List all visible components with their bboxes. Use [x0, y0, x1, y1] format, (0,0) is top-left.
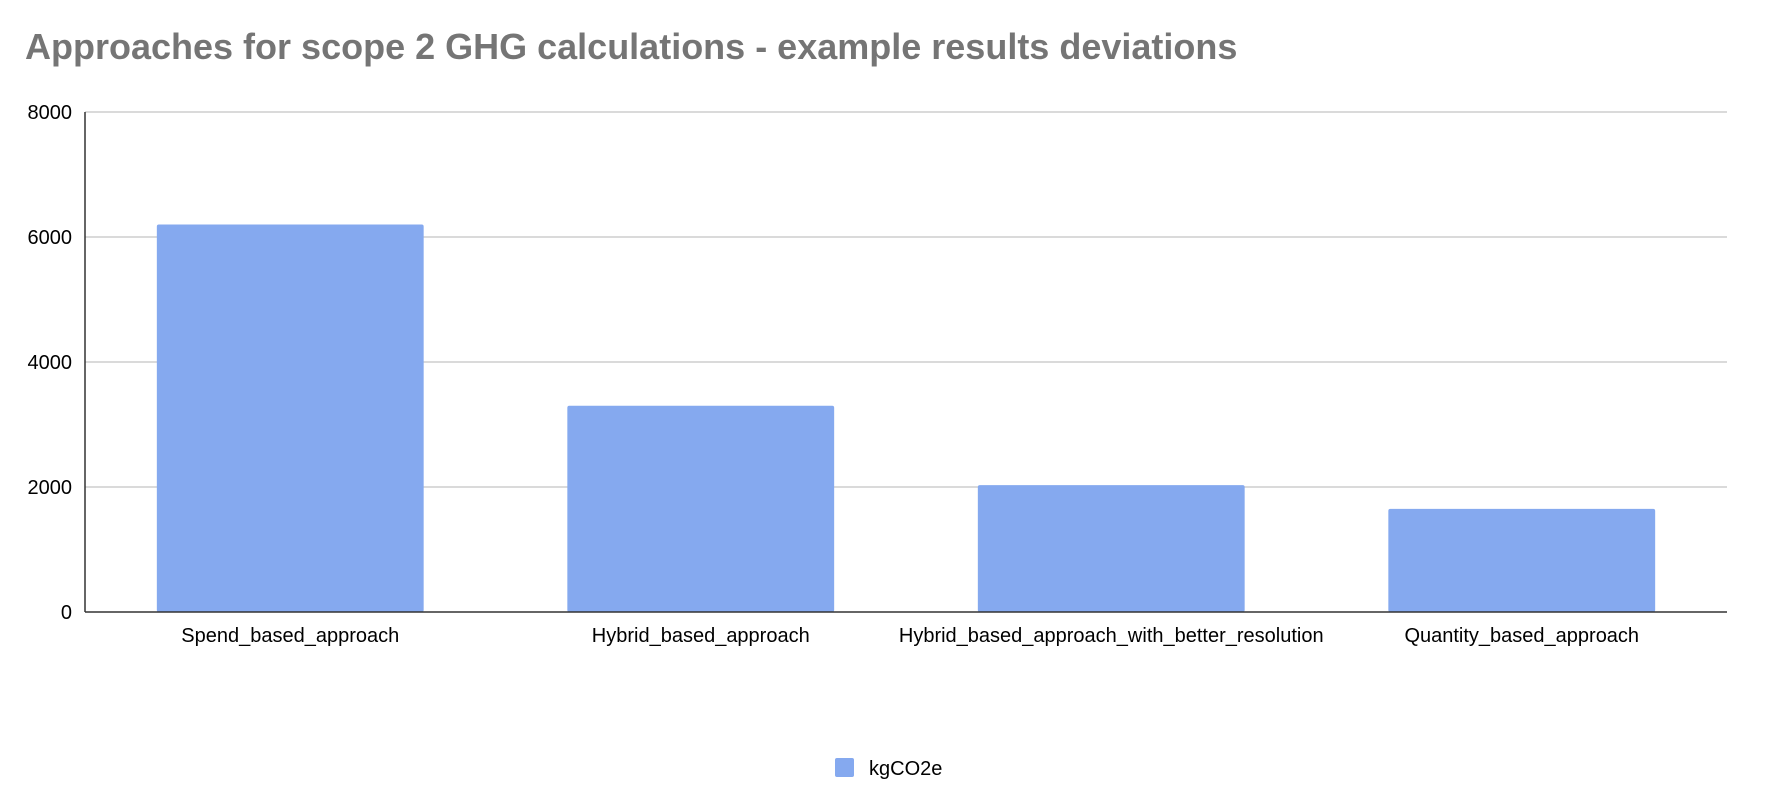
x-tick-label-Hybrid_based_approach_with_better_resolution: Hybrid_based_approach_with_better_resolu…: [899, 625, 1324, 647]
bars: [156, 224, 1656, 612]
chart-title: Approaches for scope 2 GHG calculations …: [25, 26, 1238, 67]
axes: [84, 112, 1727, 613]
bar-Spend_based_approach: [156, 224, 424, 612]
legend-label: kgCO2e: [869, 758, 942, 780]
x-tick-label-Hybrid_based_approach: Hybrid_based_approach: [592, 625, 810, 647]
legend-swatch: [835, 758, 854, 777]
x-tick-labels: Spend_based_approach Hybrid_based_approac…: [181, 625, 1639, 647]
y-tick-label-2000: 2000: [28, 477, 73, 499]
x-tick-label-Spend_based_approach: Spend_based_approach: [181, 625, 399, 647]
bar-Hybrid_based_approach: [567, 405, 835, 612]
y-tick-label-6000: 6000: [28, 227, 73, 249]
legend: kgCO2e: [835, 758, 942, 780]
y-tick-label-8000: 8000: [28, 102, 73, 124]
y-tick-labels: 0 2000 4000 6000 8000: [28, 102, 73, 624]
y-tick-label-0: 0: [61, 602, 72, 624]
bar-Quantity_based_approach: [1388, 508, 1656, 612]
bar-Hybrid_based_approach_with_better_resolution: [977, 485, 1245, 612]
y-tick-label-4000: 4000: [28, 352, 73, 374]
x-tick-label-Quantity_based_approach: Quantity_based_approach: [1404, 625, 1639, 647]
